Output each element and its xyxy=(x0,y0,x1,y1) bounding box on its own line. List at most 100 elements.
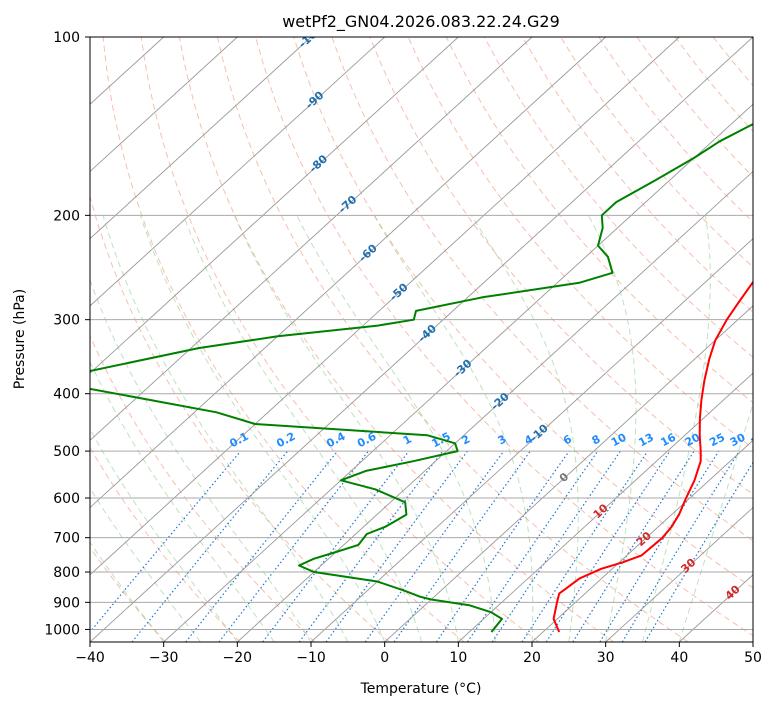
mixing-ratio-line xyxy=(90,450,242,633)
profile-line-2 xyxy=(90,122,753,633)
chart-title: wetPf2_GN04.2026.083.22.24.G29 xyxy=(282,12,560,32)
plot-frame xyxy=(89,36,754,643)
y-tick-label: 500 xyxy=(53,444,80,460)
x-tick-label: 20 xyxy=(523,650,541,666)
dry-adiabat xyxy=(90,334,316,642)
y-tick-label: 300 xyxy=(53,313,80,329)
mixing-ratio-line xyxy=(435,450,570,642)
isotherm-line xyxy=(90,37,606,509)
mixing-ratio-line xyxy=(218,450,369,642)
y-tick-label: 400 xyxy=(53,387,80,403)
isotherm-line xyxy=(237,170,753,642)
mixing-ratio-label: 13 xyxy=(636,431,656,450)
mixing-ratio-label: 10 xyxy=(609,430,629,449)
dry-adiabat xyxy=(90,194,390,642)
moist-adiabat xyxy=(373,215,534,642)
y-tick-label: 1000 xyxy=(44,622,80,638)
x-tick-label: −40 xyxy=(75,650,105,666)
isotherm-line xyxy=(90,37,680,576)
moist-adiabat xyxy=(139,215,386,642)
y-tick-label: 700 xyxy=(53,531,80,547)
moist-adiabat xyxy=(90,487,201,642)
mixing-ratio-label: 30 xyxy=(728,431,748,450)
dry-adiabat xyxy=(750,37,753,40)
moist-adiabat xyxy=(102,215,349,642)
profile-line-1 xyxy=(552,280,753,633)
mixing-ratio-line xyxy=(262,450,410,642)
mixing-ratio-label: 0.1 xyxy=(227,430,250,451)
moist-adiabat xyxy=(471,215,579,642)
mixing-ratio-line xyxy=(491,450,621,642)
mixing-ratio-line xyxy=(364,450,505,642)
isotherm-line xyxy=(531,439,753,642)
isotherm-line xyxy=(90,37,533,441)
isotherm-line xyxy=(90,37,385,307)
y-tick-label: 200 xyxy=(53,208,80,224)
moist-adiabat xyxy=(296,215,496,642)
y-tick-label: 800 xyxy=(53,565,80,581)
mixing-ratio-line xyxy=(185,450,339,642)
isotherm-line xyxy=(90,37,753,642)
dry-adiabat xyxy=(522,37,753,313)
mixing-ratio-label: 6 xyxy=(561,432,574,447)
y-tick-label: 900 xyxy=(53,595,80,611)
profile-series xyxy=(90,122,753,633)
moist-adiabat xyxy=(90,278,312,642)
mixing-ratio-label: 3 xyxy=(496,432,509,447)
moist-adiabat xyxy=(234,215,459,642)
dry-adiabat xyxy=(217,37,689,642)
mixing-ratio-line xyxy=(131,450,289,642)
grid-lines xyxy=(90,37,753,642)
mixing-ratio-label: 20 xyxy=(683,430,703,449)
mixing-ratio-label: 0.2 xyxy=(274,430,297,451)
dry-adiabat xyxy=(90,446,241,642)
dry-adiabat xyxy=(445,37,753,404)
dry-adiabat xyxy=(674,37,753,133)
moist-adiabat xyxy=(588,215,637,642)
y-axis-label: Pressure (hPa) xyxy=(12,289,28,389)
moist-adiabat xyxy=(90,360,275,642)
mixing-ratio-line xyxy=(466,450,599,642)
x-tick-label: 0 xyxy=(380,650,389,666)
x-axis-label: Temperature (°C) xyxy=(360,681,482,697)
mixing-ratio-label: 0.4 xyxy=(324,430,348,451)
dry-adiabat xyxy=(636,37,753,178)
isotherm-line xyxy=(752,641,753,642)
mixing-ratio-line xyxy=(621,450,740,642)
y-tick-label: 600 xyxy=(53,491,80,507)
mixing-ratio-label: 25 xyxy=(707,431,727,450)
dry-adiabat xyxy=(90,546,166,642)
x-tick-label: −30 xyxy=(149,650,179,666)
moist-adiabat xyxy=(678,401,753,642)
dry-adiabat xyxy=(407,37,753,449)
isotherm-line xyxy=(90,37,238,173)
dry-adiabat xyxy=(293,37,753,589)
isotherm-line xyxy=(90,37,459,374)
isotherm-line xyxy=(310,238,753,642)
dry-adiabat xyxy=(369,37,753,495)
moist-adiabat xyxy=(642,215,711,642)
mixing-ratio-line xyxy=(644,461,753,642)
mixing-ratio-label: 36 xyxy=(749,431,769,450)
x-tick-label: 30 xyxy=(597,650,615,666)
isotherm-line xyxy=(90,37,312,240)
y-tick-label: 100 xyxy=(53,30,80,46)
moist-adiabat xyxy=(182,215,422,642)
dry-adiabat xyxy=(483,37,753,358)
mixing-ratio-line xyxy=(545,450,671,642)
moist-adiabat xyxy=(90,541,165,642)
x-tick-label: −10 xyxy=(296,650,326,666)
x-axis-ticks: −40 −30 −20 −10 0 10 20 30 40 50 xyxy=(75,642,762,666)
mixing-ratio-label: 2 xyxy=(459,432,472,447)
dry-adiabat xyxy=(102,37,465,642)
isotherm-line xyxy=(458,372,753,642)
dry-adiabat xyxy=(178,37,614,642)
x-tick-label: 10 xyxy=(449,650,467,666)
isotherm-line xyxy=(163,103,753,642)
mixing-ratio-line xyxy=(298,450,444,642)
dry-adiabat xyxy=(331,37,753,542)
dry-adiabat xyxy=(560,37,753,268)
mixing-ratio-line xyxy=(599,450,720,642)
